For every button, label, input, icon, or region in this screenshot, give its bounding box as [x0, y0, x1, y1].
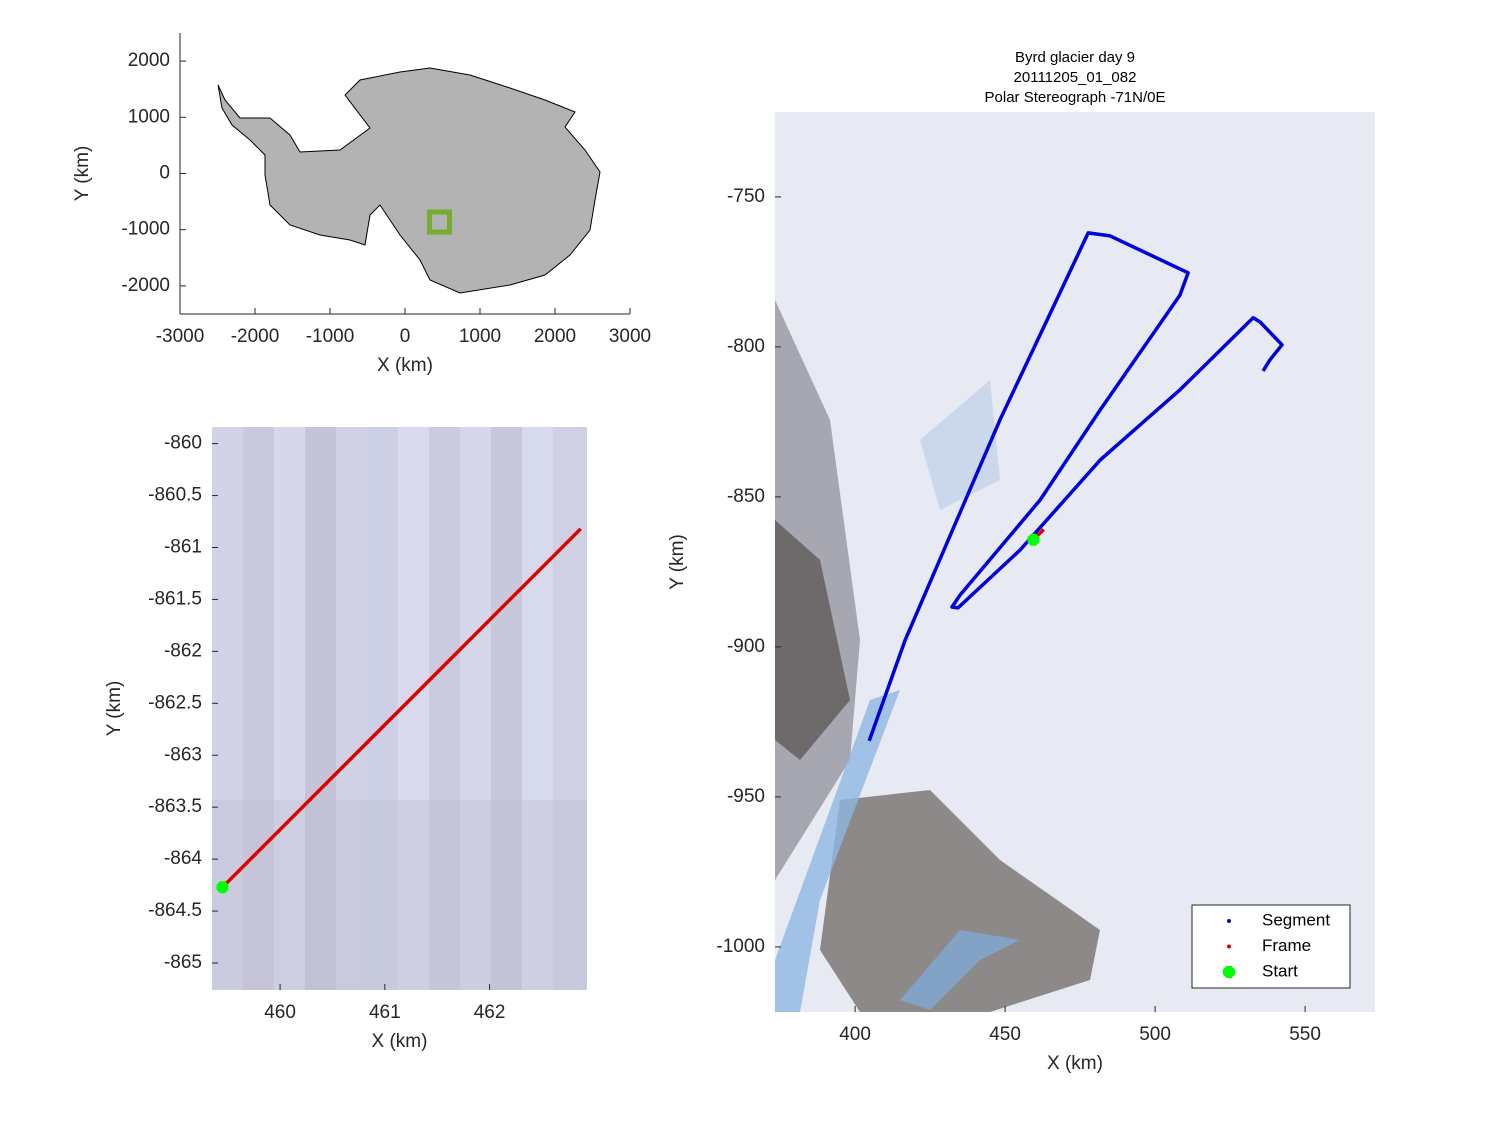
y-tick-label: -864.5	[148, 900, 202, 921]
y-tick-label: -750	[727, 186, 765, 207]
y-tick-label: -2000	[121, 275, 170, 296]
y-axis-label: Y (km)	[72, 146, 93, 202]
y-tick-label: -950	[727, 786, 765, 807]
legend-box	[1191, 904, 1351, 989]
x-tick-label: 460	[264, 1002, 296, 1023]
x-tick-label: 3000	[609, 326, 651, 347]
y-tick-label: -861.5	[148, 588, 202, 609]
track-line	[867, 231, 1284, 742]
x-tick-label: 0	[400, 326, 411, 347]
x-axis-label: X (km)	[372, 1031, 428, 1052]
legend-label: Frame	[1262, 936, 1311, 955]
x-axis-label: X (km)	[377, 355, 433, 376]
continent	[217, 67, 601, 294]
legend-label: Segment	[1262, 910, 1330, 929]
satellite-image	[775, 112, 1375, 1012]
x-tick-label: 500	[1139, 1024, 1171, 1045]
x-tick-label: 550	[1289, 1024, 1321, 1045]
chart-title: Byrd glacier day 9	[1015, 49, 1135, 66]
chart-title: Polar Stereograph -71N/0E	[985, 89, 1166, 106]
y-axis-label: Y (km)	[104, 681, 125, 737]
y-tick-label: -865	[164, 952, 202, 973]
x-axis-label: X (km)	[1047, 1053, 1103, 1074]
x-tick-label: 1000	[459, 326, 501, 347]
legend-marker	[1227, 944, 1231, 949]
x-tick-label: 450	[989, 1024, 1021, 1045]
x-tick-label: 2000	[534, 326, 576, 347]
chart-title: 20111205_01_082	[1014, 69, 1137, 86]
y-tick-label: 2000	[128, 50, 170, 71]
y-tick-label: -863	[164, 744, 202, 765]
legend-marker	[1227, 919, 1231, 923]
frame-box	[427, 209, 452, 235]
y-tick-label: -860	[164, 433, 202, 454]
y-tick-label: -1000	[716, 936, 765, 957]
y-tick-label: -863.5	[148, 796, 202, 817]
start-marker	[216, 881, 229, 894]
x-tick-label: 462	[474, 1002, 506, 1023]
y-tick-label: -900	[727, 636, 765, 657]
x-tick-label: -1000	[306, 326, 355, 347]
legend-label: Start	[1262, 961, 1298, 980]
y-tick-label: -861	[164, 537, 202, 558]
y-tick-label: -862.5	[148, 692, 202, 713]
y-tick-label: -800	[727, 336, 765, 357]
x-tick-label: -2000	[231, 326, 280, 347]
track-line	[221, 527, 582, 889]
zoom-image	[212, 427, 587, 990]
y-tick-label: -850	[727, 486, 765, 507]
start-marker	[1027, 533, 1040, 546]
y-tick-label: -860.5	[148, 485, 202, 506]
x-tick-label: 461	[369, 1002, 401, 1023]
y-tick-label: -1000	[121, 219, 170, 240]
y-tick-label: 0	[159, 163, 170, 184]
legend-marker	[1223, 966, 1235, 978]
y-tick-label: -864	[164, 848, 202, 869]
x-tick-label: 400	[839, 1024, 871, 1045]
y-axis-label: Y (km)	[667, 534, 688, 590]
x-tick-label: -3000	[156, 326, 205, 347]
y-tick-label: 1000	[128, 106, 170, 127]
y-tick-label: -862	[164, 640, 202, 661]
